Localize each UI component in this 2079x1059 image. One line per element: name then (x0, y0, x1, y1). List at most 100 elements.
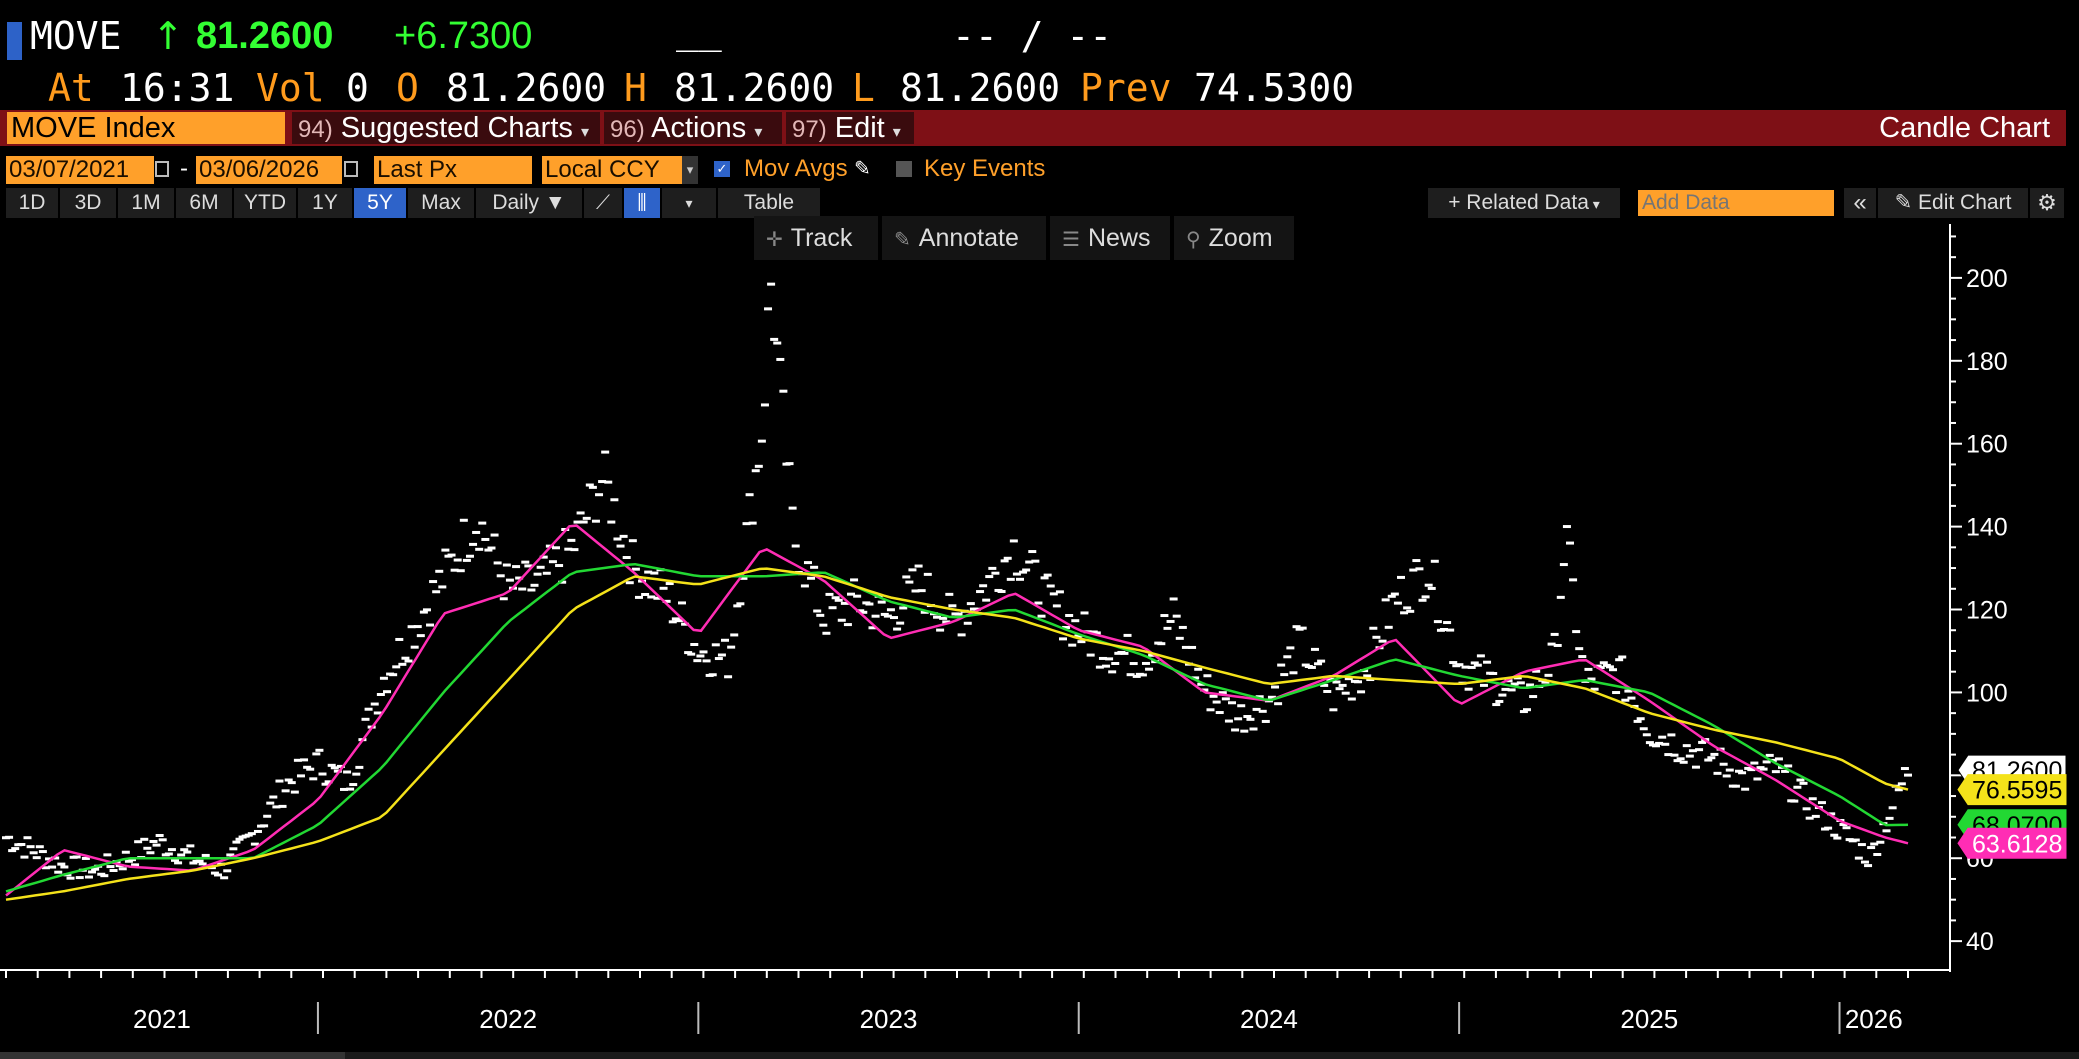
chevron-down-icon: ▾ (1588, 196, 1600, 212)
zoom-button[interactable]: ⚲ Zoom (1174, 216, 1294, 260)
last-value-tag (1957, 774, 2067, 806)
frequency-select[interactable]: Daily ▼ (476, 188, 582, 218)
open-value: 81.2600 (446, 66, 607, 110)
chevron-down-icon[interactable]: ▾ (662, 188, 716, 218)
period-1y-button[interactable]: 1Y (298, 188, 352, 218)
period-1d-button[interactable]: 1D (6, 188, 58, 218)
prev-value: 74.5300 (1194, 66, 1355, 110)
key-events-checkbox[interactable] (896, 161, 912, 177)
ma-mid-line (5, 562, 1909, 893)
low-value: 81.2600 (900, 66, 1061, 110)
last-value-text: 76.5595 (1972, 777, 2062, 805)
edit-label: Edit (834, 112, 885, 144)
chart-type-label[interactable]: Candle Chart (1879, 112, 2050, 144)
y-tick-label: 160 (1966, 431, 2008, 459)
track-button[interactable]: ✛ Track (754, 216, 878, 260)
period-6m-button[interactable]: 6M (176, 188, 232, 218)
period-max-button[interactable]: Max (408, 188, 474, 218)
y-tick-label: 200 (1966, 265, 2008, 293)
zoom-label: Zoom (1208, 224, 1273, 252)
gear-icon[interactable]: ⚙ (2030, 188, 2064, 218)
security-marker (7, 22, 22, 60)
period-ytd-button[interactable]: YTD (234, 188, 296, 218)
key-events-label[interactable]: Key Events (924, 155, 1046, 182)
chevron-down-icon: ▾ (754, 124, 763, 141)
currency-select[interactable]: Local CCY (542, 156, 682, 184)
security-field[interactable]: MOVE Index (7, 112, 285, 144)
last-price: 81.2600 (196, 15, 334, 57)
period-1m-button[interactable]: 1M (118, 188, 174, 218)
y-tick-label: 60 (1966, 845, 1994, 873)
y-tick-label: 80 (1966, 762, 1994, 790)
news-icon: ☰ (1062, 229, 1080, 251)
quote-time: 16:31 (120, 66, 235, 110)
mov-avgs-label[interactable]: Mov Avgs (744, 155, 848, 182)
price-series (2, 282, 1912, 880)
x-tick-label: 2021 (133, 1004, 191, 1034)
y-tick-label: 140 (1966, 514, 2008, 542)
edit-chart-button[interactable]: ✎ Edit Chart (1878, 188, 2028, 218)
volume: 0 (346, 66, 369, 110)
magnifier-icon: ⚲ (1186, 229, 1201, 251)
add-data-input[interactable] (1638, 190, 1834, 216)
x-tick-label: 2026 (1845, 1004, 1903, 1034)
last-value-tag (1957, 809, 2067, 841)
table-button[interactable]: Table (718, 188, 820, 218)
news-button[interactable]: ☰ News (1050, 216, 1170, 260)
edit-chart-label: Edit Chart (1918, 191, 2012, 214)
related-data-label: Related Data (1466, 191, 1589, 214)
field-select[interactable]: Last Px (374, 156, 532, 184)
chart-tools: ✛ Track ✎ Annotate ☰ News ⚲ Zoom (754, 216, 1294, 260)
last-value-text: 81.2600 (1972, 757, 2062, 785)
chevron-down-icon[interactable]: ▾ (682, 156, 698, 184)
open-label: O (396, 66, 419, 110)
track-label: Track (790, 224, 853, 252)
calendar-icon[interactable] (344, 161, 358, 177)
end-date-input[interactable]: 03/06/2026 (196, 156, 342, 184)
chevron-down-icon: ▾ (580, 124, 589, 141)
line-chart-icon[interactable]: ⟋ (584, 188, 622, 218)
pencil-icon[interactable]: ✎ (854, 158, 871, 180)
menu-bar: MOVE Index 94) Suggested Charts ▾ 96) Ac… (0, 110, 2066, 146)
high-label: H (624, 66, 647, 110)
period-5y-button[interactable]: 5Y (354, 188, 406, 218)
vol-label: Vol (256, 66, 325, 110)
blank-field: __ (676, 8, 722, 52)
pencil-icon: ✎ (1894, 191, 1919, 214)
x-axis: 2021 2022 2023 2024 2025 2026 (5, 970, 1909, 1034)
scrollbar-track[interactable] (345, 1052, 2079, 1059)
collapse-icon[interactable]: « (1844, 188, 1876, 218)
x-tick-label: 2024 (1240, 1004, 1298, 1034)
prev-label: Prev (1080, 66, 1172, 110)
x-tick-label: 2022 (479, 1004, 537, 1034)
actions-label: Actions (651, 112, 747, 144)
actions-menu[interactable]: 96) Actions ▾ (604, 112, 782, 144)
quote-line-1: MOVE ↑ 81.2600 +6.7300 __ -- / -- (0, 8, 2079, 64)
up-arrow-icon: ↑ (152, 14, 184, 58)
price-change: +6.7300 (394, 15, 533, 57)
candle-chart-icon[interactable]: ⫼ (624, 188, 660, 218)
suggested-charts-menu[interactable]: 94) Suggested Charts ▾ (292, 112, 600, 144)
bid-ask: -- / -- (952, 14, 1113, 58)
frequency-label: Daily (492, 191, 540, 214)
calendar-icon[interactable] (155, 161, 169, 177)
y-tick-label: 180 (1966, 348, 2008, 376)
last-value-tag (1957, 827, 2067, 859)
ma-short-line (5, 524, 1909, 897)
quote-line-2: At 16:31 Vol 0 O 81.2600 H 81.2600 L 81.… (0, 62, 2079, 114)
chevron-down-icon: ▼ (544, 191, 566, 214)
actions-number: 96) (610, 116, 645, 143)
related-data-button[interactable]: + Related Data ▾ (1428, 188, 1620, 218)
suggested-charts-number: 94) (298, 116, 333, 143)
start-date-input[interactable]: 03/07/2021 (6, 156, 154, 184)
y-tick-label: 100 (1966, 679, 2008, 707)
annotate-button[interactable]: ✎ Annotate (882, 216, 1046, 260)
at-label: At (48, 66, 94, 110)
period-3d-button[interactable]: 3D (60, 188, 116, 218)
x-tick-label: 2023 (860, 1004, 918, 1034)
mov-avgs-checkbox[interactable]: ✓ (714, 161, 730, 177)
settings-bar: 03/07/2021 - 03/06/2026 Last Px Local CC… (0, 154, 2079, 186)
ticker[interactable]: MOVE (30, 14, 122, 58)
edit-menu[interactable]: 97) Edit ▾ (786, 112, 914, 144)
scrollbar-left[interactable] (0, 1052, 345, 1059)
